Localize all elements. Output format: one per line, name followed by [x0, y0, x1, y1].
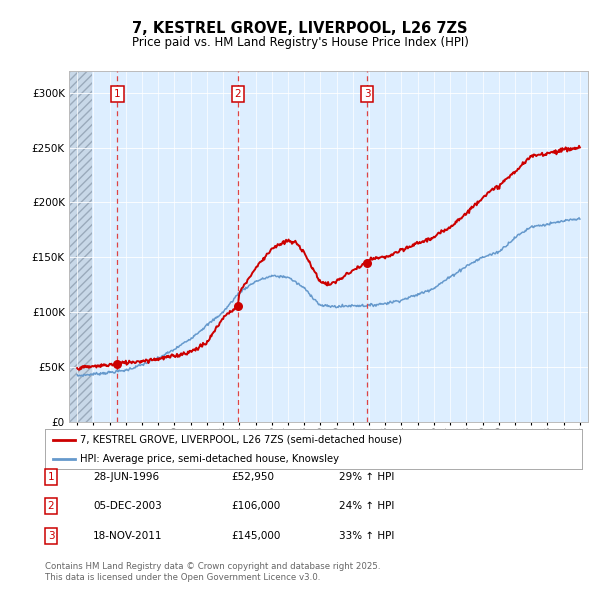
Text: 1: 1 — [47, 472, 55, 481]
Text: 24% ↑ HPI: 24% ↑ HPI — [339, 502, 394, 511]
Text: £52,950: £52,950 — [231, 472, 274, 481]
Text: 33% ↑ HPI: 33% ↑ HPI — [339, 531, 394, 540]
Text: 28-JUN-1996: 28-JUN-1996 — [93, 472, 159, 481]
Text: £106,000: £106,000 — [231, 502, 280, 511]
Text: 2: 2 — [235, 88, 241, 99]
Text: 7, KESTREL GROVE, LIVERPOOL, L26 7ZS (semi-detached house): 7, KESTREL GROVE, LIVERPOOL, L26 7ZS (se… — [80, 435, 402, 445]
Text: 3: 3 — [364, 88, 370, 99]
Text: Contains HM Land Registry data © Crown copyright and database right 2025.: Contains HM Land Registry data © Crown c… — [45, 562, 380, 571]
Text: Price paid vs. HM Land Registry's House Price Index (HPI): Price paid vs. HM Land Registry's House … — [131, 36, 469, 49]
Text: 3: 3 — [47, 531, 55, 540]
Text: £145,000: £145,000 — [231, 531, 280, 540]
Text: 18-NOV-2011: 18-NOV-2011 — [93, 531, 163, 540]
Text: 2: 2 — [47, 502, 55, 511]
Text: This data is licensed under the Open Government Licence v3.0.: This data is licensed under the Open Gov… — [45, 572, 320, 582]
Text: 29% ↑ HPI: 29% ↑ HPI — [339, 472, 394, 481]
Text: 7, KESTREL GROVE, LIVERPOOL, L26 7ZS: 7, KESTREL GROVE, LIVERPOOL, L26 7ZS — [132, 21, 468, 36]
Text: 1: 1 — [114, 88, 121, 99]
Text: 05-DEC-2003: 05-DEC-2003 — [93, 502, 162, 511]
Text: HPI: Average price, semi-detached house, Knowsley: HPI: Average price, semi-detached house,… — [80, 454, 339, 464]
